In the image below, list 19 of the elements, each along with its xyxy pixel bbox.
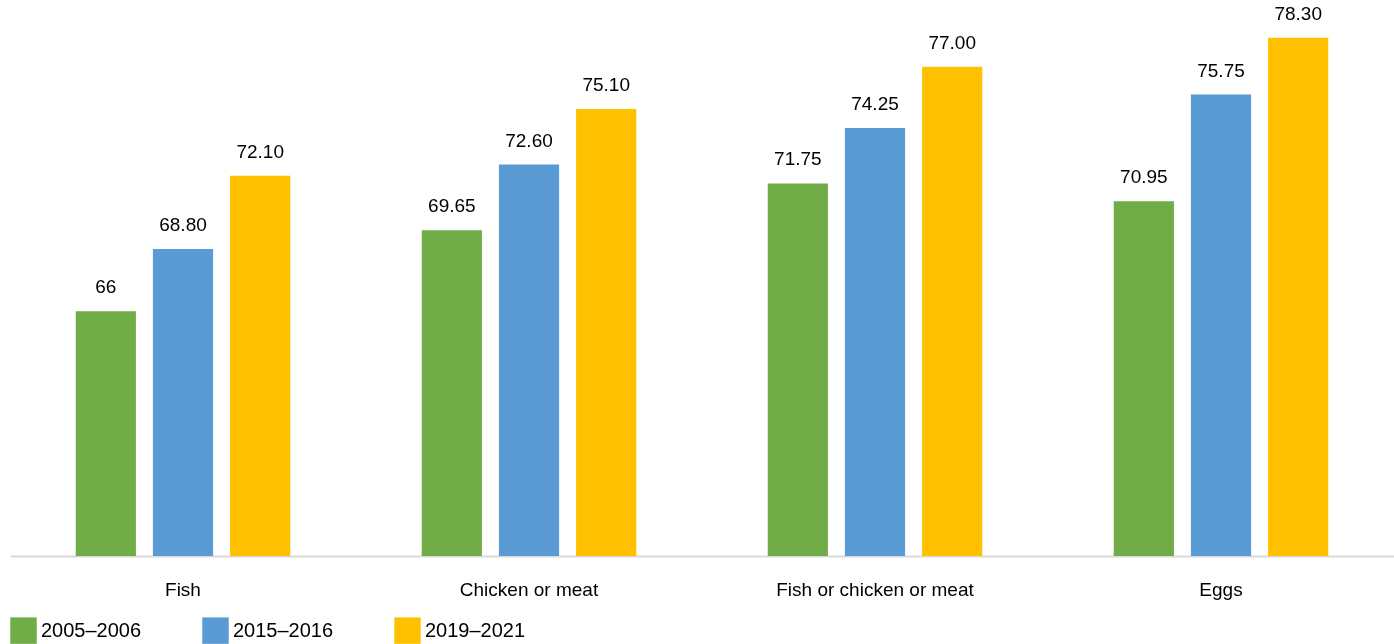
x-tick-label: Chicken or meat bbox=[459, 578, 599, 600]
data-label: 74.25 bbox=[851, 92, 899, 114]
data-label: 70.95 bbox=[1120, 166, 1168, 188]
data-label: 72.60 bbox=[505, 129, 553, 151]
data-label: 78.30 bbox=[1274, 2, 1322, 24]
legend-label: 2005–2006 bbox=[41, 618, 142, 641]
x-tick-label: Fish or chicken or meat bbox=[776, 578, 975, 600]
data-label: 66 bbox=[95, 276, 117, 298]
data-label: 77.00 bbox=[928, 31, 976, 53]
data-label: 71.75 bbox=[774, 148, 822, 170]
x-tick-label: Eggs bbox=[1199, 578, 1243, 600]
data-label: 68.80 bbox=[159, 214, 207, 236]
legend-label: 2019–2021 bbox=[425, 618, 526, 641]
data-label: 69.65 bbox=[428, 195, 476, 217]
legend-label: 2015–2016 bbox=[233, 618, 334, 641]
data-label: 75.10 bbox=[582, 73, 630, 95]
x-tick-label: Fish bbox=[165, 578, 201, 600]
data-label: 75.75 bbox=[1197, 59, 1245, 81]
data-label: 72.10 bbox=[236, 140, 284, 162]
